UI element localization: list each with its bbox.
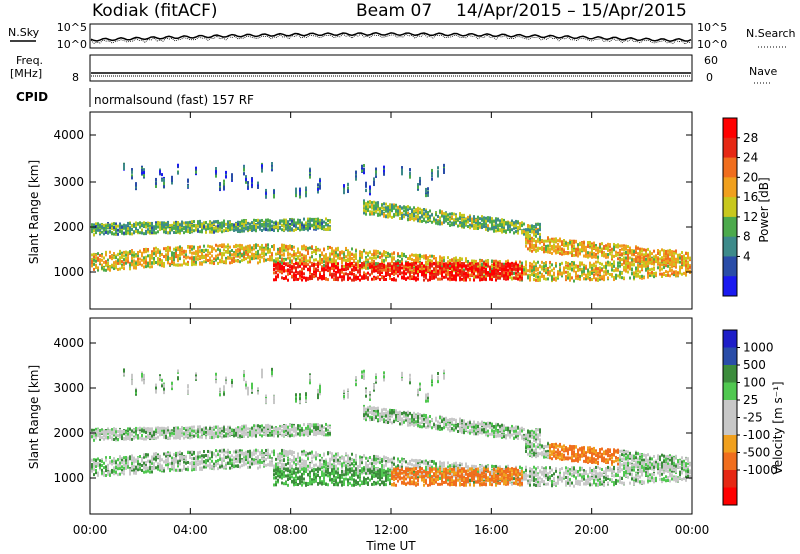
velocity-colorbar-swatch (723, 365, 737, 383)
noise-tick-bottom-left: 10^0 (57, 38, 87, 51)
nsky-trace (90, 32, 692, 42)
velocity-colorbar-tick-label: -500 (743, 446, 770, 460)
velocity-colorbar-swatch (723, 417, 737, 436)
nave-label: Nave (749, 65, 777, 78)
power-colorbar-swatch (723, 197, 737, 218)
noise-tick-top-left: 10^5 (57, 21, 87, 34)
power-colorbar-tick-label: 20 (743, 170, 758, 184)
power-colorbar-frame (722, 117, 738, 297)
power-colorbar-swatch (723, 177, 737, 198)
velocity-ytick-label: 1000 (53, 471, 84, 485)
nave-tick-bottom: 0 (706, 71, 713, 84)
velocity-colorbar-swatch (723, 470, 737, 488)
power-colorbar-swatch (723, 157, 737, 178)
nsearch-label: N.Search (746, 27, 796, 40)
power-ytick-label: 3000 (53, 175, 84, 189)
power-ytick-label: 4000 (53, 128, 84, 142)
freq-tick: 8 (72, 71, 79, 84)
velocity-colorbar-tick-label: 100 (743, 376, 766, 390)
velocity-colorbar-swatch (723, 400, 737, 418)
velocity-colorbar-tick-label: 1000 (743, 341, 774, 355)
beam-label: Beam 07 (356, 1, 432, 21)
power-colorbar-swatch (723, 118, 737, 139)
power-ytick-label: 1000 (53, 265, 84, 279)
power-y-axis-label: Slant Range [km] (27, 160, 41, 264)
velocity-colorbar-tick-label: -25 (743, 411, 763, 425)
noise-panel: N.Sky 10^5 10^0 10^5 10^0 N.Search (8, 21, 796, 51)
velocity-colorbar-swatch (723, 435, 737, 453)
velocity-colorbar: 1000 500 100 25 -25 -100 -500 -1000 (722, 329, 778, 506)
velocity-colorbar-tick-label: -100 (743, 428, 770, 442)
noise-tick-top-right: 10^5 (697, 21, 727, 34)
velocity-data (91, 367, 691, 488)
power-colorbar-tick-label: 28 (743, 131, 758, 145)
velocity-ytick-label: 3000 (53, 381, 84, 395)
velocity-y-axis-label: Slant Range [km] (27, 365, 41, 469)
x-tick-label: 12:00 (374, 523, 409, 537)
velocity-colorbar-tick-label: 25 (743, 393, 758, 407)
noise-tick-bottom-right: 10^0 (697, 38, 727, 51)
velocity-colorbar-swatch (723, 347, 737, 366)
station-title: Kodiak (fitACF) (92, 1, 218, 21)
power-ytick-label: 2000 (53, 220, 84, 234)
power-colorbar-swatch (723, 137, 737, 159)
cpid-label: CPID (16, 90, 48, 104)
power-colorbar-swatch (723, 216, 737, 238)
power-colorbar-swatch (723, 236, 737, 257)
power-data (91, 162, 691, 283)
nsky-label: N.Sky (8, 26, 40, 39)
velocity-ytick-label: 2000 (53, 426, 84, 440)
power-colorbar-label: Power [dB] (757, 177, 771, 242)
nsearch-trace (90, 33, 692, 45)
freq-label: Freq. (16, 54, 43, 67)
velocity-colorbar-tick-label: 500 (743, 358, 766, 372)
x-axis-label: Time UT (365, 539, 416, 553)
x-tick-label: 00:00 (675, 523, 710, 537)
x-tick-label: 16:00 (474, 523, 509, 537)
power-colorbar-swatch (723, 276, 737, 297)
nave-tick-top: 60 (704, 54, 718, 67)
power-colorbar-tick-label: 12 (743, 210, 758, 224)
cpid-text: normalsound (fast) 157 RF (94, 93, 254, 107)
power-colorbar-tick-label: 8 (743, 230, 751, 244)
power-colorbar: 28 24 20 16 12 8 4 (722, 117, 758, 297)
velocity-colorbar-label: Velocity [m s⁻¹] (771, 381, 785, 474)
power-colorbar-tick-label: 24 (743, 151, 758, 165)
velocity-colorbar-swatch (723, 330, 737, 348)
velocity-colorbar-tick-label: -1000 (743, 463, 778, 477)
date-range: 14/Apr/2015 – 15/Apr/2015 (456, 1, 687, 21)
freq-unit-label: [MHz] (10, 67, 42, 80)
velocity-panel: 4000 3000 2000 1000 00:00 04:00 08:00 12:00 16:… (27, 112, 709, 553)
velocity-colorbar-swatch (723, 382, 737, 401)
x-tick-label: 20:00 (574, 523, 609, 537)
x-tick-label: 08:00 (273, 523, 308, 537)
power-colorbar-tick-label: 4 (743, 249, 751, 263)
velocity-colorbar-swatch (723, 487, 737, 506)
velocity-ytick-label: 4000 (53, 336, 84, 350)
freq-panel: Freq. [MHz] 8 60 0 Nave (10, 54, 777, 84)
x-tick-label: 00:00 (73, 523, 108, 537)
velocity-colorbar-swatch (723, 452, 737, 471)
power-colorbar-tick-label: 16 (743, 190, 758, 204)
x-tick-label: 04:00 (173, 523, 208, 537)
power-panel: 4000 3000 2000 1000 Slant Range [km] (27, 111, 693, 310)
power-colorbar-swatch (723, 256, 737, 277)
